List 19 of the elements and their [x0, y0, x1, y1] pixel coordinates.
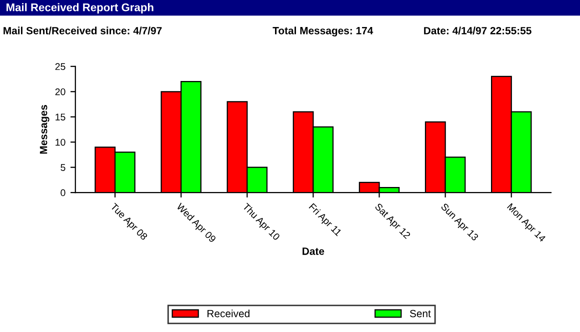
text: Total Messages: 174	[272, 26, 374, 36]
legend-label: Received	[208, 310, 250, 318]
x-tick-label: Tue Apr 08	[108, 202, 148, 242]
x-tick-label: Sat Apr 12	[373, 202, 411, 240]
text: Mail Sent/Received since: 4/7/97	[4, 26, 162, 34]
y-tick-label: 20	[55, 88, 66, 96]
x-tick-label: Sun Apr 13	[439, 202, 479, 242]
y-axis-title: Messages	[40, 105, 50, 154]
y-tick-label: 10	[56, 138, 66, 146]
x-axis-title: Date	[302, 248, 324, 255]
y-tick-label: 0	[60, 189, 66, 196]
chart-title: Mail Received Report Graph	[6, 3, 154, 14]
x-tick-label: Thu Apr 10	[240, 202, 281, 242]
y-tick-label: 15	[56, 114, 66, 120]
x-tick-label: Fri Apr 11	[307, 202, 342, 238]
legend-label: Sent	[410, 310, 431, 318]
y-tick-label: 5	[60, 164, 66, 171]
y-tick-label: 25	[55, 63, 66, 70]
text: Date: 4/14/97 22:55:55	[424, 26, 532, 34]
